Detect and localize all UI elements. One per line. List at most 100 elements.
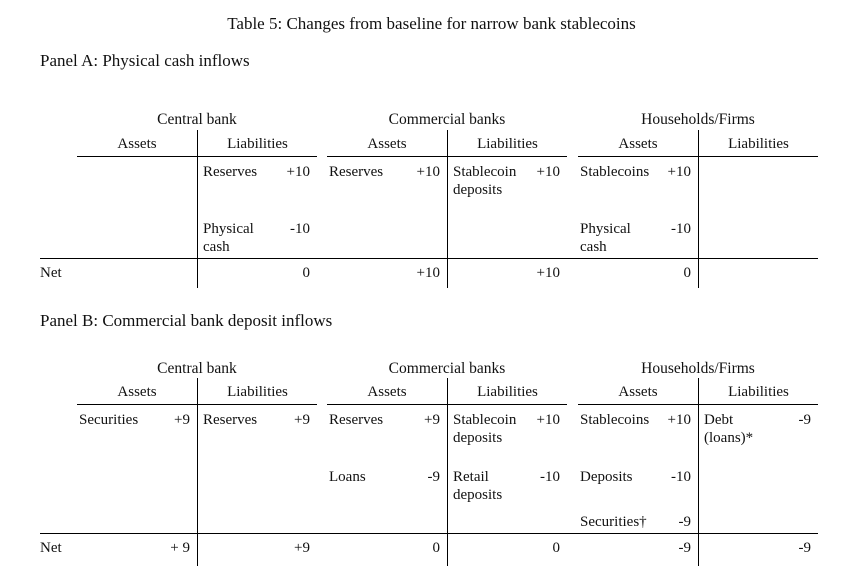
amount: -10	[540, 469, 560, 486]
col-header-assets: Assets	[618, 135, 658, 152]
net-value: 0	[683, 264, 692, 281]
group-households-firms: Physical cash -10	[578, 213, 818, 258]
col-header-assets: Assets	[117, 384, 157, 401]
group-central-bank: Physical cash -10	[77, 213, 317, 258]
balance-cell: Loans -9	[327, 462, 447, 507]
col-header-liabilities: Liabilities	[197, 129, 317, 156]
net-cell: -9	[578, 534, 698, 566]
spacer	[40, 507, 77, 533]
group-households-firms: Deposits -10	[578, 462, 818, 508]
group-gap	[567, 534, 578, 566]
group-central-bank: Reserves +10	[77, 156, 317, 214]
group-gap	[317, 507, 327, 533]
col-header-assets: Assets	[367, 135, 407, 152]
balance-cell: Stablecoin deposits +10	[447, 156, 567, 214]
balance-cell	[447, 213, 567, 258]
group-header-central-bank: Central bank	[157, 359, 237, 377]
panel-a-title: Panel A: Physical cash inflows	[40, 51, 250, 71]
group-gap	[567, 259, 578, 288]
group-gap	[567, 405, 578, 462]
group-central-bank	[77, 507, 317, 534]
group-header-households-firms: Households/Firms	[641, 111, 755, 129]
amount: +9	[174, 412, 190, 429]
group-header-commercial-banks: Commercial banks	[388, 111, 506, 129]
spacer	[40, 157, 77, 214]
balance-cell	[77, 462, 197, 507]
group-gap	[567, 462, 578, 507]
group-households-firms: Assets Liabilities	[578, 129, 818, 157]
group-households-firms: -9 -9	[578, 534, 818, 567]
balance-cell: Stablecoins +10	[578, 157, 698, 214]
balance-cell: Physical cash -10	[197, 213, 317, 258]
group-gap	[317, 462, 327, 507]
item-label: Securities†	[580, 514, 647, 531]
balance-cell: Stablecoins +10	[578, 405, 698, 462]
amount: -10	[671, 469, 691, 486]
group-header-commercial-banks: Commercial banks	[388, 359, 506, 377]
group-commercial-banks: +10 +10	[327, 258, 567, 288]
net-cell: 0	[578, 259, 698, 288]
balance-cell	[77, 157, 197, 214]
panel-b-title: Panel B: Commercial bank deposit inflows	[40, 310, 333, 330]
balance-cell: Debt (loans)* -9	[698, 405, 818, 463]
group-households-firms: Stablecoins +10 Debt (loans)* -9	[578, 405, 818, 463]
net-value: + 9	[170, 540, 190, 557]
panel-a-table: Central bank Commercial banks Households…	[40, 104, 818, 288]
item-label: Debt (loans)*	[704, 412, 754, 447]
net-value: +9	[294, 540, 310, 557]
item-label: Reserves	[329, 163, 384, 180]
table-row: Securities +9 Reserves +9 Reserves +9 St…	[40, 405, 818, 463]
group-gap	[317, 259, 327, 288]
balance-cell: Retail deposits -10	[447, 462, 567, 508]
col-header-liabilities: Liabilities	[698, 378, 818, 405]
group-commercial-banks: 0 0	[327, 534, 567, 567]
col-header-assets: Assets	[117, 135, 157, 152]
balance-cell	[327, 214, 447, 258]
balance-cell: Stablecoin deposits +10	[447, 405, 567, 463]
spacer	[40, 462, 77, 507]
group-header-central-bank: Central bank	[157, 111, 237, 129]
net-row: Net 0 +10 +10 0	[40, 257, 818, 288]
balance-cell	[698, 462, 818, 508]
net-value: 0	[552, 540, 561, 557]
spacer	[40, 130, 77, 157]
balance-cell	[77, 214, 197, 258]
net-cell: 0	[197, 258, 317, 288]
balance-cell: Securities +9	[77, 405, 197, 462]
group-households-firms: Securities† -9	[578, 507, 818, 534]
group-gap	[567, 214, 578, 258]
group-header-row: Central bank Commercial banks Households…	[40, 352, 818, 378]
balance-cell	[327, 507, 447, 533]
balance-cell: Reserves +9	[327, 405, 447, 462]
group-gap	[317, 534, 327, 566]
amount: +9	[424, 412, 440, 429]
group-central-bank: Assets Liabilities	[77, 129, 317, 157]
item-label: Reserves	[203, 163, 258, 180]
item-label: Stablecoins	[580, 163, 650, 180]
item-label: Reserves	[329, 412, 384, 429]
net-cell: -9	[698, 534, 818, 567]
balance-cell: Securities† -9	[578, 507, 698, 533]
balance-cell: Physical cash -10	[578, 214, 698, 258]
balance-cell	[698, 213, 818, 258]
net-value: 0	[432, 540, 441, 557]
amount: +9	[294, 412, 310, 429]
group-central-bank: Assets Liabilities	[77, 378, 317, 406]
group-households-firms: Stablecoins +10	[578, 156, 818, 214]
net-value: 0	[302, 264, 311, 281]
table-row: Securities† -9	[40, 507, 818, 534]
group-gap	[567, 130, 578, 157]
col-header-liabilities: Liabilities	[698, 129, 818, 156]
net-cell: +10	[447, 258, 567, 288]
amount: +10	[286, 163, 310, 180]
net-cell	[698, 258, 818, 288]
group-header-row: Central bank Commercial banks Households…	[40, 104, 818, 130]
spacer	[40, 214, 77, 258]
group-commercial-banks: Assets Liabilities	[327, 129, 567, 157]
group-commercial-banks: Assets Liabilities	[327, 378, 567, 406]
group-commercial-banks: Reserves +10 Stablecoin deposits +10	[327, 156, 567, 214]
item-label: Retail deposits	[453, 469, 503, 504]
group-households-firms: 0	[578, 258, 818, 288]
net-value: -9	[798, 540, 812, 557]
group-commercial-banks: Loans -9 Retail deposits -10	[327, 462, 567, 508]
